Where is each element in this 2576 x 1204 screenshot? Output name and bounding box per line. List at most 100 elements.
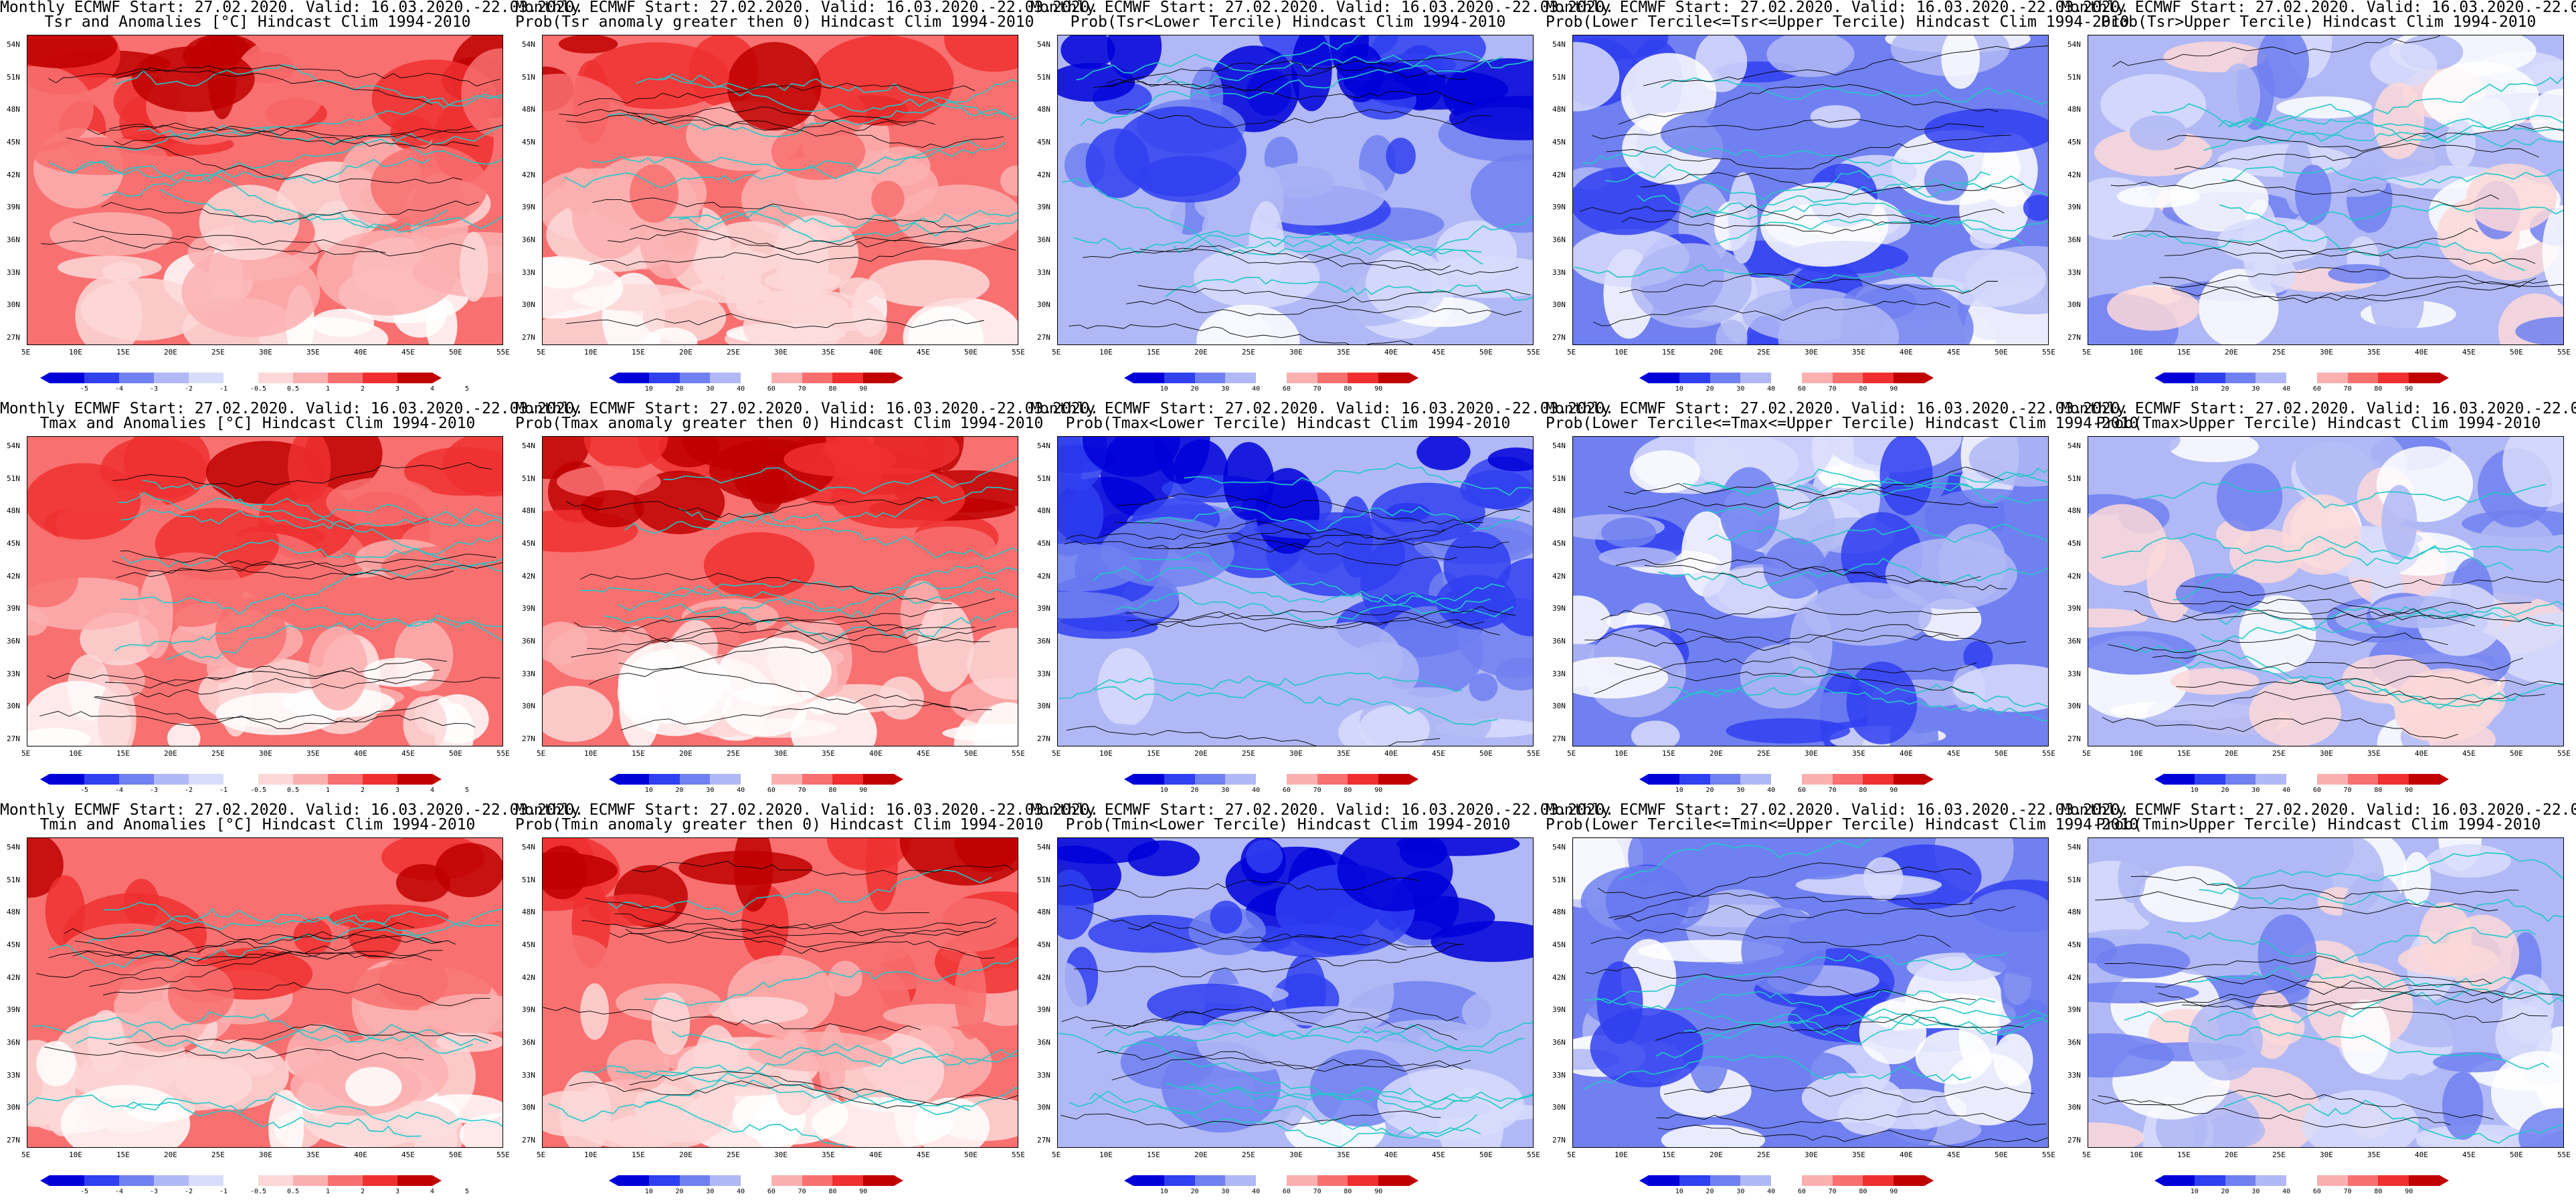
colorbar-segment xyxy=(84,1175,119,1186)
colorbar-segment xyxy=(1832,373,1863,383)
colorbar-segment xyxy=(1164,1175,1195,1186)
temperature-contour xyxy=(95,670,440,698)
latitude-label: 36N xyxy=(1552,235,1566,244)
temperature-contour xyxy=(2124,591,2475,627)
temperature-contour xyxy=(1065,532,1457,566)
panel-header-line: Monthly ECMWF Start: 27.02.2020. Valid: … xyxy=(1546,801,2130,819)
colorbar-segment xyxy=(1164,774,1195,785)
latitude-label: 51N xyxy=(1552,72,1566,82)
panel-title: Monthly ECMWF Start: 27.02.2020. Valid: … xyxy=(0,0,583,30)
colorbar-tick-label: 60 xyxy=(767,385,775,393)
longitude-label: 20E xyxy=(1710,1150,1723,1159)
colorbar xyxy=(1124,373,1419,383)
temperature-contour xyxy=(1615,557,1981,585)
longitude-label: 40E xyxy=(869,1150,883,1159)
colorbar-segment xyxy=(1832,1175,1863,1186)
probability-patch xyxy=(543,257,624,319)
latitude-label: 30N xyxy=(1552,1103,1566,1112)
latitude-label: 51N xyxy=(2067,474,2081,483)
coastline xyxy=(1092,567,1491,615)
panel-title: Monthly ECMWF Start: 27.02.2020. Valid: … xyxy=(515,401,1099,431)
map-panel: Monthly ECMWF Start: 27.02.2020. Valid: … xyxy=(1546,801,2139,1204)
colorbar xyxy=(609,373,904,383)
probability-patch xyxy=(403,696,447,746)
panel-header-line: Monthly ECMWF Start: 27.02.2020. Valid: … xyxy=(1546,0,2130,16)
probability-patch xyxy=(1461,990,1525,1035)
longitude-label: 50E xyxy=(1479,1150,1493,1159)
latitude-label: 39N xyxy=(1552,604,1566,613)
colorbar-tick-label: -2 xyxy=(184,1188,193,1195)
colorbar-segment xyxy=(1256,1175,1287,1186)
longitude-label: 30E xyxy=(259,348,272,357)
colorbar-tick-label: 20 xyxy=(1190,385,1199,393)
panel-title: Monthly ECMWF Start: 27.02.2020. Valid: … xyxy=(515,803,1099,833)
longitude-label: 25E xyxy=(1242,749,1255,758)
colorbar-ticks: 10 20 30 40 60 70 80 90 xyxy=(1133,787,1409,796)
longitude-label: 10E xyxy=(1099,749,1113,758)
map-panel: Monthly ECMWF Start: 27.02.2020. Valid: … xyxy=(0,803,583,1204)
temperature-contour xyxy=(2112,227,2478,254)
colorbar-segment xyxy=(741,373,771,383)
colorbar-segment xyxy=(2286,1175,2317,1186)
probability-patch xyxy=(1924,108,2048,153)
probability-patch xyxy=(1487,447,1533,472)
latitude-label: 54N xyxy=(1037,843,1050,851)
colorbar-segment xyxy=(2256,373,2287,383)
longitude-label: 15E xyxy=(632,348,645,357)
latitude-label: 42N xyxy=(2067,571,2081,581)
latitude-label: 27N xyxy=(7,1136,20,1144)
latitude-label: 27N xyxy=(7,734,20,743)
probability-patch xyxy=(613,532,676,583)
panel-subtitle: Prob(Tmin anomaly greater then 0) Hindca… xyxy=(515,816,1044,833)
temperature-contour xyxy=(47,658,448,687)
colorbar-tick-label: 10 xyxy=(2190,385,2199,393)
colorbar-ticks: 10 20 30 40 60 70 80 90 xyxy=(2164,787,2440,796)
colorbar-tick-label: 30 xyxy=(1736,385,1745,393)
longitude-label: 20E xyxy=(2225,1150,2238,1159)
latitude-label: 45N xyxy=(2067,539,2081,548)
temperature-contour xyxy=(614,913,997,948)
latitude-label: 45N xyxy=(1037,138,1050,146)
probability-patch xyxy=(1879,437,1933,516)
map-panel: Monthly ECMWF Start: 27.02.2020. Valid: … xyxy=(515,803,1099,1204)
map-canvas xyxy=(1573,35,2048,344)
map-canvas xyxy=(1058,35,1533,344)
latitude-label: 36N xyxy=(1037,637,1050,645)
probability-patch xyxy=(733,838,773,912)
colorbar-tick-label: -4 xyxy=(114,1188,124,1195)
colorbar-tick-label: -4 xyxy=(114,385,124,393)
latitude-label: 48N xyxy=(7,506,20,516)
latitude-label: 27N xyxy=(7,333,20,342)
longitude-label: 35E xyxy=(1852,348,1865,357)
colorbar-segment xyxy=(1679,774,1710,785)
colorbar-tick-label: 60 xyxy=(1282,787,1291,794)
coastline xyxy=(1708,523,2048,544)
coastline xyxy=(580,576,996,612)
probability-patch xyxy=(2219,63,2261,129)
probability-patch xyxy=(1629,450,1701,494)
panel-subtitle: Prob(Lower Tercile<=Tmin<=Upper Tercile)… xyxy=(1546,816,2139,833)
probability-patch xyxy=(87,1009,125,1074)
latitude-label: 30N xyxy=(522,1103,535,1112)
longitude-label: 45E xyxy=(2462,749,2476,758)
forecast-map xyxy=(542,35,1018,345)
colorbar-segment xyxy=(2378,1175,2409,1186)
colorbar-high-arrow xyxy=(1924,373,1934,383)
colorbar-tick-label: 4 xyxy=(430,787,435,794)
temperature-contour xyxy=(1125,299,1522,316)
latitude-label: 33N xyxy=(1552,669,1566,678)
colorbar-segment xyxy=(223,774,258,785)
colorbar-segment xyxy=(1894,373,1925,383)
coastline xyxy=(2222,166,2563,186)
colorbar-tick-label: 70 xyxy=(1828,787,1837,794)
colorbar-tick-label: 80 xyxy=(1859,385,1867,393)
longitude-label: 25E xyxy=(727,1150,740,1159)
colorbar-segment xyxy=(1801,1175,1833,1186)
probability-patch xyxy=(912,898,1018,952)
latitude-label: 45N xyxy=(522,539,535,548)
temperature-contour xyxy=(116,562,502,580)
coastline xyxy=(49,926,432,969)
probability-patch xyxy=(1435,220,1517,282)
temperature-contour xyxy=(2182,989,2563,1011)
